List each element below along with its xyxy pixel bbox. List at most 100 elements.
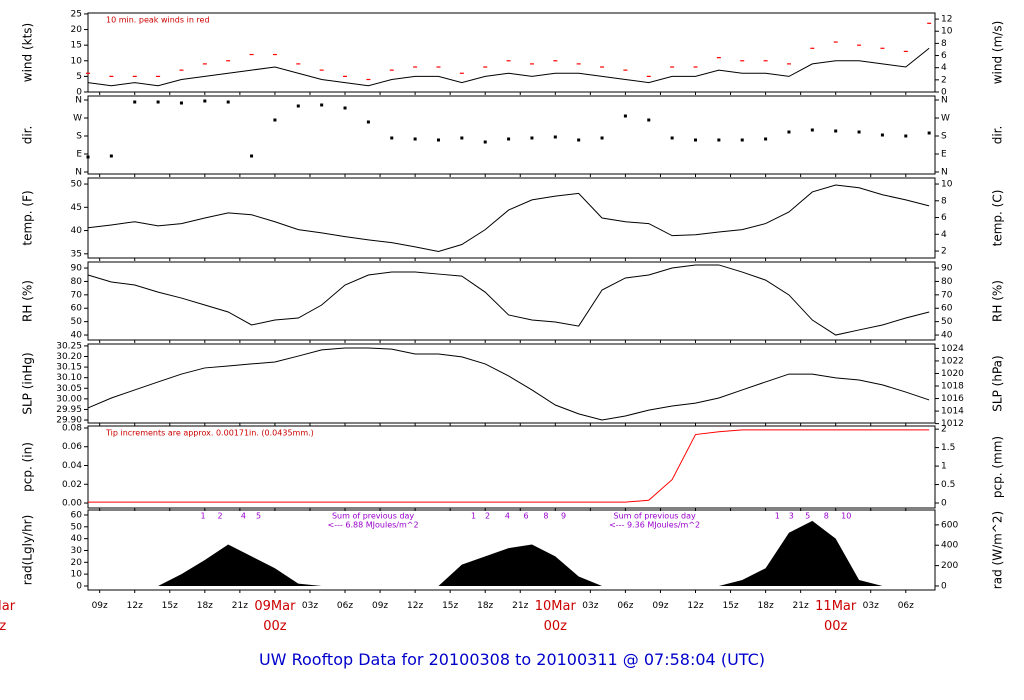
x-tick-label: 21z (792, 601, 809, 611)
y2-axis-label: rad (W/m^2) (991, 511, 1005, 589)
y2-tick-label: S (941, 132, 947, 142)
y-tick-label: 30.20 (56, 352, 82, 362)
y-tick-label: 40 (71, 534, 83, 544)
hour-mark: 8 (543, 512, 548, 521)
x-tick-label: 12z (126, 601, 143, 611)
x-tick-label: 09Mar 00z (254, 599, 296, 634)
hour-mark: 1 (201, 512, 206, 521)
y2-tick-label: 1.5 (941, 443, 955, 453)
y2-tick-label: 0 (941, 581, 947, 591)
direction-point (880, 133, 884, 137)
direction-point (857, 130, 861, 134)
y2-tick-label: 1022 (941, 356, 964, 366)
y-tick-label: N (75, 96, 82, 106)
y2-tick-label: 0 (941, 499, 947, 509)
y2-tick-label: 1012 (941, 419, 964, 429)
x-tick-label: 12z (687, 601, 704, 611)
x-tick-label: 18z (757, 601, 774, 611)
y-tick-label: 29.90 (56, 416, 82, 426)
y2-tick-label: 600 (941, 520, 958, 530)
hour-mark: 5 (256, 512, 261, 521)
y2-axis-label: pcp. (mm) (991, 436, 1005, 498)
direction-point (670, 136, 674, 140)
y2-tick-label: 8 (941, 39, 947, 49)
y-axis-label: RH (%) (21, 280, 35, 322)
y2-tick-label: 70 (941, 290, 953, 300)
daily-sum-note: Sum of previous day (332, 512, 414, 521)
y2-tick-label: 1018 (941, 382, 964, 392)
direction-point (530, 136, 534, 140)
direction-point (553, 135, 557, 139)
y-tick-label: S (76, 132, 82, 142)
direction-point (343, 106, 347, 110)
direction-point (460, 136, 464, 140)
y-tick-label: 10 (71, 56, 83, 66)
y-tick-label: 30.15 (56, 363, 82, 373)
y-tick-label: 15 (71, 41, 82, 51)
y2-tick-label: 60 (941, 304, 953, 314)
y2-tick-label: 400 (941, 541, 958, 551)
y-tick-label: 20 (71, 558, 83, 568)
hour-mark: 6 (524, 512, 529, 521)
direction-point (109, 154, 113, 158)
direction-point (203, 99, 207, 103)
y2-tick-label: 2 (941, 247, 947, 257)
direction-point (86, 155, 90, 159)
hour-mark: 2 (485, 512, 490, 521)
y-tick-label: N (75, 168, 82, 178)
y2-tick-label: 10 (941, 27, 953, 37)
direction-point (764, 137, 768, 141)
direction-point (250, 154, 254, 158)
y-tick-label: 30.25 (56, 341, 82, 351)
y2-tick-label: 10 (941, 180, 953, 190)
y-tick-label: 30.00 (56, 394, 82, 404)
y2-tick-label: 8 (941, 196, 947, 206)
direction-point (507, 137, 511, 141)
x-tick-label: 18z (477, 601, 494, 611)
y-axis-label: temp. (F) (21, 190, 35, 245)
y-tick-label: 30.05 (56, 384, 82, 394)
direction-point (156, 100, 160, 104)
direction-point (320, 103, 324, 107)
direction-point (810, 128, 814, 132)
x-tick-label: 21z (231, 601, 248, 611)
y2-tick-label: W (941, 114, 950, 124)
y-tick-label: W (73, 114, 82, 124)
page-title: UW Rooftop Data for 20100308 to 20100311… (258, 650, 766, 669)
y2-tick-label: 6 (941, 213, 947, 223)
y-axis-label: rad(Lgly/hr) (21, 515, 35, 586)
y2-axis-label: temp. (C) (991, 190, 1005, 247)
y2-tick-label: 2 (941, 425, 947, 435)
y-tick-label: 0.06 (62, 442, 82, 452)
y2-axis-label: RH (%) (991, 280, 1005, 322)
direction-point (133, 100, 137, 104)
x-tick-label: 12z (407, 601, 424, 611)
y-tick-label: 0.04 (62, 461, 82, 471)
direction-point (623, 114, 627, 118)
x-tick-label: 10Mar 00z (534, 599, 576, 634)
y2-tick-label: 1014 (941, 407, 964, 417)
x-tick-label: 03z (862, 601, 879, 611)
y-tick-label: 5 (76, 72, 82, 82)
direction-point (483, 140, 487, 144)
y2-tick-label: 50 (941, 317, 953, 327)
y-tick-label: 0 (76, 88, 82, 98)
direction-point (179, 101, 183, 105)
y-tick-label: 30.10 (56, 373, 82, 383)
direction-point (600, 136, 604, 140)
y-tick-label: E (76, 150, 82, 160)
series-line (87, 184, 930, 253)
y2-axis-label: wind (m/s) (991, 21, 1005, 85)
hour-mark: 2 (217, 512, 222, 521)
series-line (87, 47, 930, 87)
x-tick-label: 21z (512, 601, 529, 611)
y-axis-label: pcp. (in) (21, 442, 35, 492)
direction-point (740, 138, 744, 142)
direction-point (787, 130, 791, 134)
y-tick-label: 40 (71, 331, 83, 341)
y2-axis-label: dir. (991, 126, 1005, 145)
y-axis-label: wind (kts) (21, 23, 35, 82)
series-line (88, 429, 930, 503)
y2-tick-label: N (941, 96, 948, 106)
